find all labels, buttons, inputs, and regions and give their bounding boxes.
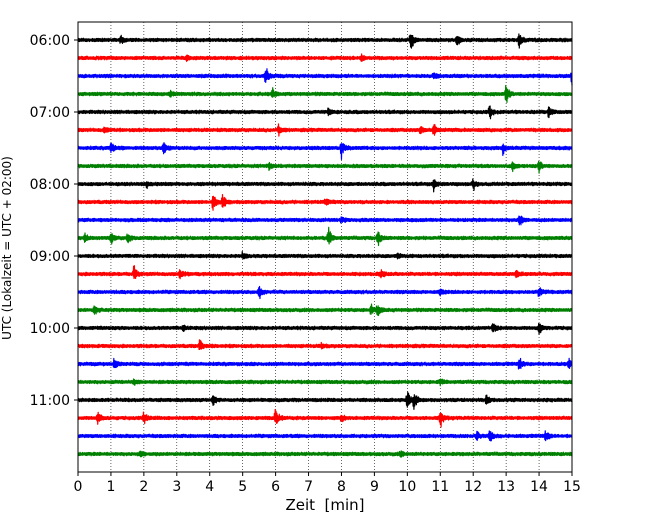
x-tick-label: 6 [271,479,280,495]
trace-row-0830 [77,215,573,226]
y-tick-label: 08:00 [30,177,70,193]
trace-row-0845 [77,226,573,247]
x-tick-label: 4 [205,479,214,495]
trace-row-1100 [77,391,573,410]
x-tick-label: 8 [337,479,346,495]
trace-row-1115 [77,408,573,428]
plot-frame [77,21,573,473]
x-tick-label: 12 [464,479,482,495]
x-tick-label: 2 [139,479,148,495]
y-axis-ticks: 06:00 07:00 08:00 09:00 10:00 11:00 [30,33,78,409]
y-tick-label: 10:00 [30,321,70,337]
x-tick-label: 9 [370,479,379,495]
trace-row-0915 [77,265,573,280]
x-tick-label: 11 [431,479,449,495]
x-tick-label: 5 [238,479,247,495]
x-axis-label: Zeit [min] [285,496,364,514]
trace-row-1000 [77,322,573,335]
trace-row-0600 [77,33,573,49]
trace-row-1015 [77,339,573,351]
trace-row-0645 [77,84,573,103]
x-tick-label: 10 [398,479,416,495]
trace-row-0745 [77,160,573,174]
trace-row-0615 [77,53,573,63]
x-tick-label: 15 [563,479,581,495]
trace-row-0630 [77,68,573,86]
y-tick-label: 11:00 [30,393,70,409]
trace-row-0730 [77,142,573,160]
y-axis-label: UTC (Lokalzeit = UTC + 02:00) [0,156,14,340]
trace-row-1145 [77,450,573,458]
grid-lines [110,22,540,472]
trace-row-0900 [77,250,573,260]
trace-row-0800 [77,178,573,193]
trace-row-1030 [77,357,573,370]
trace-row-0815 [77,193,573,211]
y-tick-label: 09:00 [30,249,70,265]
x-tick-label: 3 [172,479,181,495]
x-tick-label: 7 [304,479,313,495]
trace-row-0945 [77,303,573,317]
y-tick-label: 06:00 [30,33,70,49]
trace-row-0700 [77,105,573,120]
y-tick-label: 07:00 [30,105,70,121]
trace-row-1130 [77,430,573,442]
x-tick-label: 0 [74,479,83,495]
x-tick-label: 13 [497,479,515,495]
x-axis-ticks: 0 1 2 3 4 5 6 7 8 9 10 11 12 13 14 15 [74,472,581,495]
trace-row-0715 [77,123,573,137]
x-tick-label: 14 [530,479,548,495]
x-tick-label: 1 [106,479,115,495]
trace-row-1045 [77,378,573,387]
trace-row-0930 [77,285,573,300]
trace-rows [77,33,573,458]
